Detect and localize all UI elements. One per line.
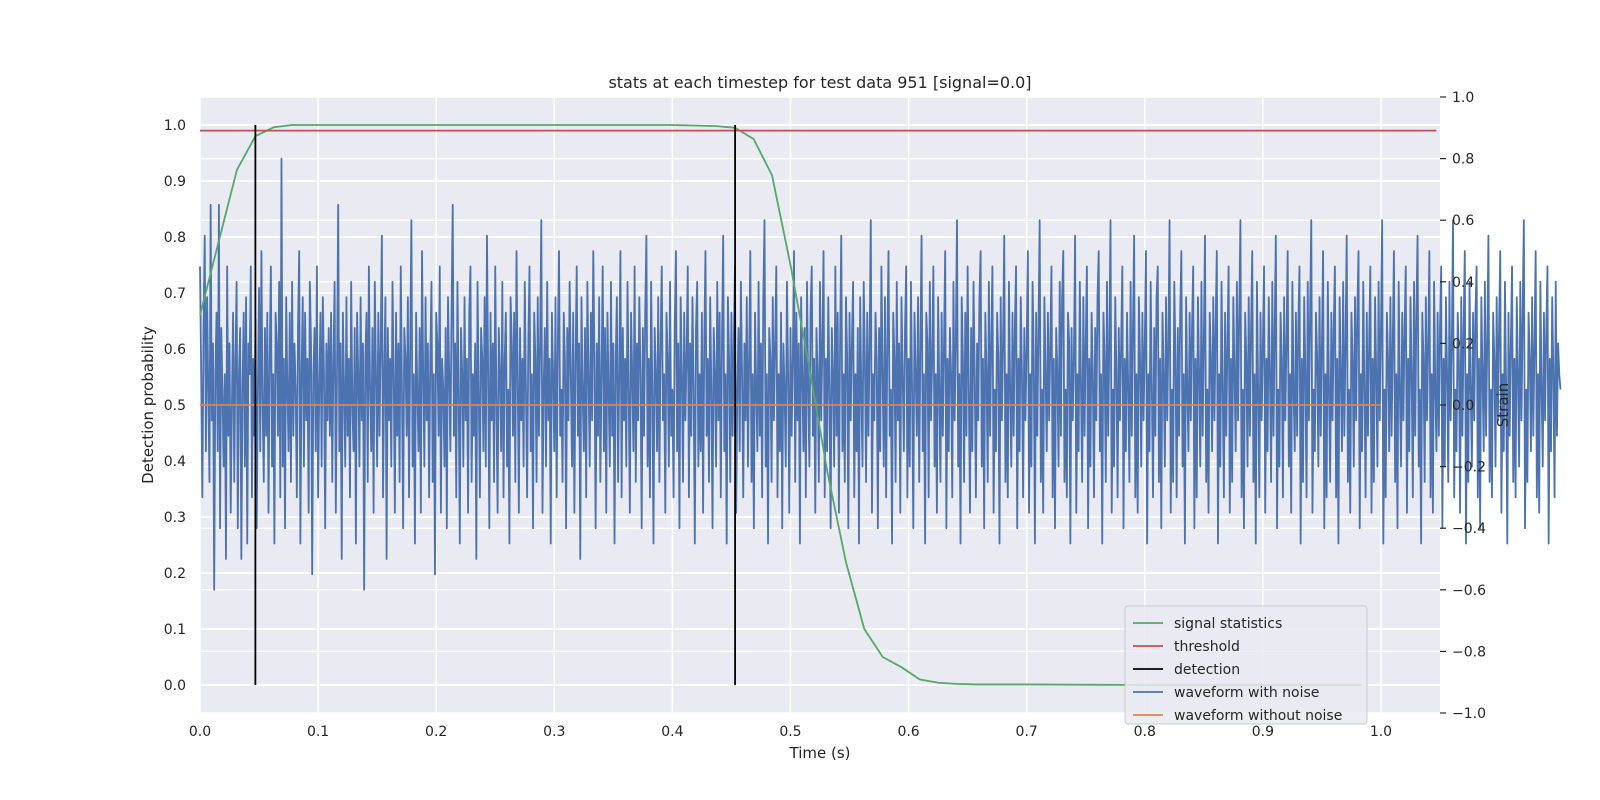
- y-tick-label: 0.7: [164, 286, 186, 302]
- y-tick-label: 0.1: [164, 622, 186, 638]
- y-tick-label: 0.0: [164, 678, 186, 694]
- y-right-tick-label: −0.8: [1452, 644, 1486, 660]
- chart-title: stats at each timestep for test data 951…: [608, 73, 1031, 92]
- y-right-tick-label: −0.2: [1452, 460, 1486, 476]
- x-tick-label: 0.6: [897, 724, 919, 740]
- legend-label: detection: [1174, 662, 1240, 678]
- legend-label: waveform with noise: [1174, 685, 1319, 701]
- y-right-axis-ticks: −1.0 −0.8 −0.6 −0.4 −0.2 0.0 0.2 0.4 0.6 0.8 1.0: [1440, 90, 1486, 722]
- y-right-tick-label: −1.0: [1452, 706, 1486, 722]
- y-right-tick-label: 1.0: [1452, 90, 1474, 106]
- y-tick-label: 0.3: [164, 510, 186, 526]
- y-right-tick-label: 0.2: [1452, 336, 1474, 352]
- legend-box: [1124, 605, 1368, 725]
- y-axis-ticks: 0.0 0.1 0.2 0.3 0.4 0.5 0.6 0.7 0.8 0.9 1.0: [164, 118, 186, 694]
- x-tick-label: 0.2: [425, 724, 447, 740]
- x-tick-label: 0.8: [1134, 724, 1156, 740]
- x-axis-title: Time (s): [789, 744, 851, 762]
- y-right-tick-label: −0.6: [1452, 583, 1486, 599]
- y-tick-label: 1.0: [164, 118, 186, 134]
- x-tick-label: 0.4: [661, 724, 683, 740]
- legend-label: signal statistics: [1174, 616, 1282, 632]
- series-layer: [199, 124, 1562, 686]
- y-tick-label: 0.8: [164, 230, 186, 246]
- y-right-axis-title: Strain: [1494, 383, 1512, 427]
- x-tick-label: 0.1: [307, 724, 329, 740]
- x-tick-label: 1.0: [1370, 724, 1392, 740]
- series-signal-statistics: [199, 124, 1363, 686]
- y-right-tick-label: 0.4: [1452, 275, 1474, 291]
- series-waveform-with-noise: [199, 157, 1562, 591]
- legend-label: threshold: [1174, 639, 1240, 655]
- x-tick-label: 0.0: [189, 724, 211, 740]
- y-right-tick-label: 0.0: [1452, 398, 1474, 414]
- y-right-tick-label: 0.8: [1452, 152, 1474, 168]
- y-tick-label: 0.9: [164, 174, 186, 190]
- x-tick-label: 0.9: [1252, 724, 1274, 740]
- legend: signal statistics threshold detection wavef…: [1124, 605, 1368, 725]
- x-tick-label: 0.5: [779, 724, 801, 740]
- x-axis-ticks: 0.0 0.1 0.2 0.3 0.4 0.5 0.6 0.7 0.8 0.9 1.0: [189, 724, 1392, 740]
- legend-label: waveform without noise: [1174, 708, 1342, 724]
- y-tick-label: 0.4: [164, 454, 186, 470]
- y-tick-label: 0.5: [164, 398, 186, 414]
- x-tick-label: 0.3: [543, 724, 565, 740]
- x-tick-label: 0.7: [1016, 724, 1038, 740]
- y-right-tick-label: 0.6: [1452, 213, 1474, 229]
- y-tick-label: 0.6: [164, 342, 186, 358]
- y-right-tick-label: −0.4: [1452, 521, 1486, 537]
- y-tick-label: 0.2: [164, 566, 186, 582]
- y-axis-title: Detection probability: [139, 326, 157, 484]
